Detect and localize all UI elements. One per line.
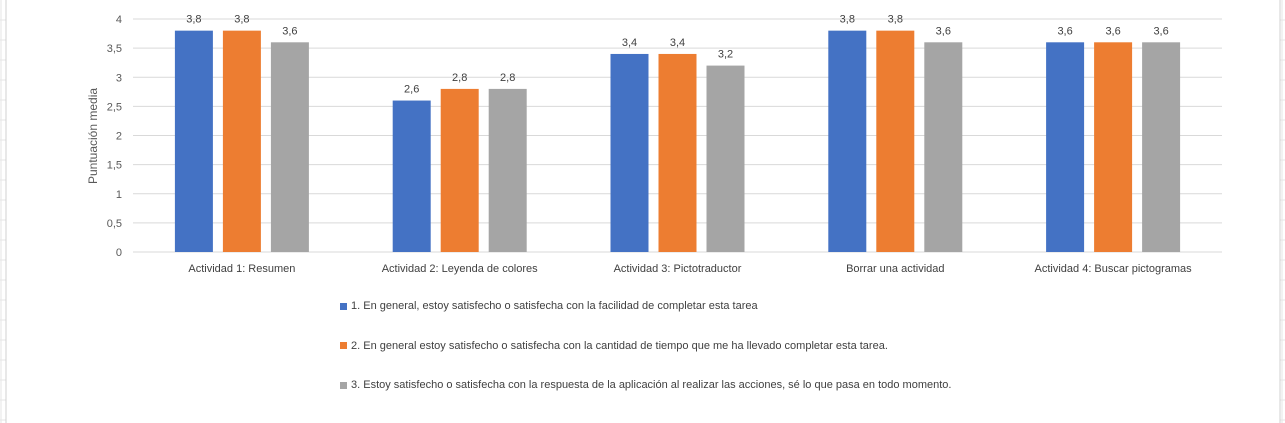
y-tick-label: 0,5 [107, 218, 122, 230]
category-label: Actividad 4: Buscar pictogramas [1035, 263, 1193, 275]
bar [1094, 42, 1133, 252]
data-label: 2,8 [500, 72, 515, 84]
legend: 1. En general, estoy satisfecho o satisf… [340, 296, 951, 415]
y-tick-label: 3,5 [107, 43, 122, 55]
data-label: 3,6 [1057, 25, 1072, 37]
y-tick-label: 0 [116, 247, 122, 259]
bar [222, 30, 261, 253]
data-label: 3,6 [1153, 25, 1168, 37]
data-label: 3,6 [282, 25, 297, 37]
category-label: Actividad 1: Resumen [188, 263, 295, 275]
data-label: 3,8 [234, 14, 249, 26]
data-label: 3,4 [622, 37, 637, 49]
data-labels: 3,8 3,8 3,6 2,6 2,8 2,8 3,4 3,4 3,2 3,8 3,8 3,6 3,6 3… [186, 14, 1168, 96]
category-label: Actividad 2: Leyenda de colores [382, 263, 538, 275]
data-label: 3,4 [670, 37, 685, 49]
legend-swatch-series-1 [340, 302, 347, 310]
y-tick-label: 2 [116, 131, 122, 143]
bars [174, 30, 1181, 253]
data-label: 3,8 [888, 14, 903, 26]
data-label: 3,8 [840, 14, 855, 26]
bar [1142, 42, 1181, 252]
category-label: Borrar una actividad [846, 263, 944, 275]
legend-swatch-series-3 [340, 381, 347, 389]
y-tick-label: 1 [116, 189, 122, 201]
category-label: Actividad 3: Pictotraductor [614, 263, 742, 275]
bar [924, 42, 963, 252]
legend-item-series-3: 3. Estoy satisfecho o satisfecha con la … [340, 375, 951, 395]
category-labels: Actividad 1: Resumen Actividad 2: Leyenda… [188, 263, 1192, 275]
bar [1046, 42, 1085, 252]
data-label: 2,8 [452, 72, 467, 84]
y-axis-label: Puntuación media [86, 88, 100, 184]
data-label: 2,6 [404, 84, 419, 96]
legend-item-series-1: 1. En general, estoy satisfecho o satisf… [340, 296, 951, 316]
bar [658, 53, 697, 253]
y-axis-tick-labels: 0 0,5 1 1,5 2 2,5 3 3,5 4 [107, 14, 122, 259]
bar [876, 30, 915, 253]
data-label: 3,6 [1105, 25, 1120, 37]
y-tick-label: 2,5 [107, 101, 122, 113]
bar [440, 88, 479, 253]
bar [174, 30, 213, 253]
bar [270, 42, 309, 252]
bar [828, 30, 867, 253]
y-tick-label: 3 [116, 72, 122, 84]
bar [488, 88, 527, 253]
legend-label-series-3: 3. Estoy satisfecho o satisfecha con la … [351, 379, 952, 391]
data-label: 3,8 [186, 14, 201, 26]
y-tick-label: 4 [116, 14, 122, 26]
bar [610, 53, 649, 253]
y-tick-label: 1,5 [107, 160, 122, 172]
legend-item-series-2: 2. En general estoy satisfecho o satisfe… [340, 336, 951, 356]
gridlines [133, 18, 1222, 253]
data-label: 3,6 [936, 25, 951, 37]
data-label: 3,2 [718, 49, 733, 61]
legend-label-series-1: 1. En general, estoy satisfecho o satisf… [351, 300, 758, 312]
legend-label-series-2: 2. En general estoy satisfecho o satisfe… [351, 339, 888, 352]
bar [706, 65, 745, 252]
legend-swatch-series-2 [340, 342, 347, 349]
bar [392, 100, 431, 252]
